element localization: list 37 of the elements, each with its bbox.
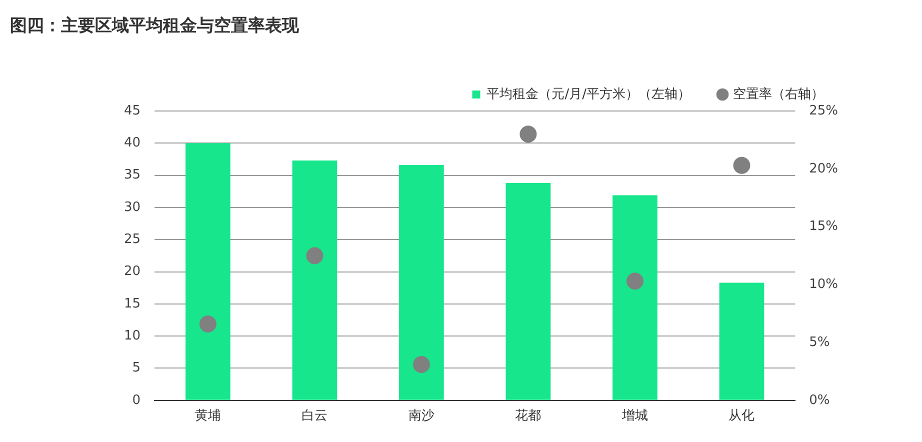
y-tick-label: 5 <box>132 360 141 376</box>
y-tick-label: 0 <box>132 392 141 408</box>
legend-label: 空置率（右轴） <box>733 86 824 102</box>
point <box>733 156 750 174</box>
x-tick-label: 黄埔 <box>194 408 221 424</box>
x-tick-label: 从化 <box>728 408 755 424</box>
x-tick-label: 南沙 <box>408 408 434 424</box>
chart-title: 图四：主要区域平均租金与空置率表现 <box>10 15 299 37</box>
bar <box>719 282 764 400</box>
y-tick-label: 15 <box>124 296 141 312</box>
y-tick-label: 40 <box>124 136 141 151</box>
bar <box>292 160 338 400</box>
y2-tick-label: 20% <box>809 161 838 176</box>
point <box>412 356 430 374</box>
legend-label: 平均租金（元/月/平方米）（左轴） <box>486 86 691 102</box>
y2-tick-label: 15% <box>809 219 838 234</box>
bar <box>506 183 551 400</box>
point <box>199 316 216 332</box>
y2-tick-label: 0% <box>809 392 830 408</box>
y-tick-label: 30 <box>124 200 141 215</box>
bar <box>186 143 230 400</box>
point <box>520 126 537 143</box>
y-tick-label: 10 <box>124 328 141 344</box>
x-tick-label: 白云 <box>302 408 328 424</box>
y2-tick-label: 5% <box>809 334 830 350</box>
y-tick-label: 45 <box>124 103 141 118</box>
y2-tick-label: 25% <box>809 103 838 118</box>
x-tick-label: 增城 <box>620 408 648 424</box>
x-tick-label: 花都 <box>515 408 542 424</box>
point <box>306 247 324 264</box>
y2-tick-label: 10% <box>809 277 838 292</box>
y-tick-label: 35 <box>124 168 141 183</box>
y-tick-label: 20 <box>124 264 141 280</box>
point <box>626 272 644 290</box>
bar <box>612 195 658 400</box>
y-tick-label: 25 <box>124 232 141 247</box>
bar <box>399 165 444 400</box>
